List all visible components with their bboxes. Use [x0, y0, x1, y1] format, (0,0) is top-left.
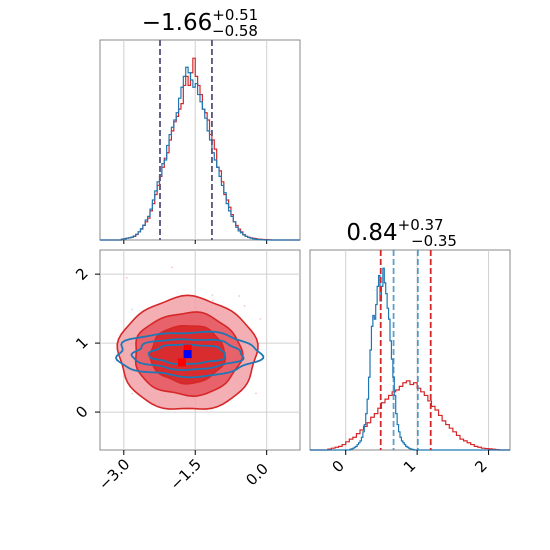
ytick-label: 0: [72, 402, 91, 421]
scatter-point: [211, 299, 214, 302]
xtick-label: −1.5: [166, 455, 204, 493]
hist-series-red: [310, 380, 510, 451]
scatter-point: [259, 317, 262, 320]
contour-blue-level: [130, 338, 245, 371]
contour-blue-level: [147, 343, 226, 365]
hist-top-left: −1.66+0.51 −0.58: [99, 6, 301, 244]
ytick-label: 2: [72, 264, 91, 283]
contour-markers: [177, 344, 192, 367]
hist-bottom-right-frame: [309, 249, 511, 451]
hist-bottom-right-title-sub: −0.35: [411, 232, 457, 250]
hist-top-left-title: −1.66+0.51: [142, 6, 258, 36]
xtick-label: 0.0: [242, 460, 272, 490]
hist-series-blue: [100, 66, 300, 241]
hist-top-left-quantiles: [159, 40, 213, 240]
title-sup: +0.37: [398, 216, 444, 234]
hist-bottom-right: 0 1 2 0.84+0.37 −0.35: [309, 216, 511, 476]
contour-red-marker-2: [177, 358, 186, 367]
xtick-label: −3.0: [95, 455, 133, 493]
scatter-point: [125, 276, 128, 279]
hist-bottom-right-title: 0.84+0.37: [346, 216, 443, 246]
xtick-label: 0: [328, 457, 347, 476]
scatter-point: [238, 295, 241, 297]
scatter-point: [171, 266, 174, 269]
hist-top-left-frame: [99, 39, 301, 241]
hist-top-left-series: [100, 57, 300, 241]
contour-blue-level: [115, 330, 265, 379]
hist-bottom-right-xticks: 0 1 2: [328, 450, 491, 476]
scatter-point: [243, 304, 246, 307]
title-main: 0.84: [346, 220, 397, 246]
contour-xticks: −3.0 −1.5 0.0: [95, 450, 272, 494]
title-main: −1.66: [142, 10, 212, 36]
ytick-label: 1: [72, 333, 91, 352]
scatter-point: [255, 392, 257, 395]
contour-blue-marker: [183, 350, 192, 359]
hist-bottom-right-series: [310, 267, 510, 451]
scatter-point: [211, 294, 214, 297]
hist-bottom-right-quantiles: [379, 250, 432, 450]
xtick-label: 2: [471, 457, 490, 476]
xtick-label: 1: [400, 457, 419, 476]
scatter-point: [131, 308, 133, 311]
hist-top-left-title-sub: −0.58: [212, 22, 258, 40]
contour-blue-levels: [115, 330, 265, 379]
contour-red-marker: [183, 344, 192, 353]
hist-series-blue: [310, 267, 510, 451]
scatter-point: [131, 392, 133, 395]
contour-bottom-left: −3.0 −1.5 0.0 0 1 2: [72, 249, 301, 494]
title-sup: +0.51: [212, 6, 258, 24]
contour-yticks: 0 1 2: [72, 264, 100, 422]
